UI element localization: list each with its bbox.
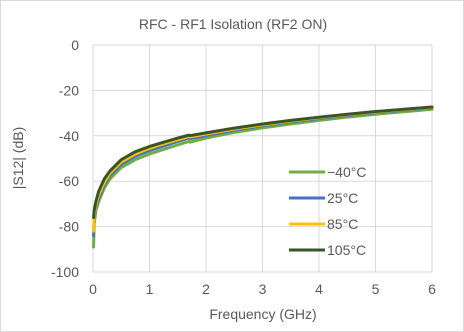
legend: −40°C 25°C 85°C 105°C [289,164,366,258]
y-axis-label: |S12| (dB) [10,127,26,190]
x-tick-label: 3 [259,281,267,297]
x-tick-label: 1 [146,281,154,297]
legend-label: −40°C [327,164,366,180]
x-tick-label: 4 [315,281,323,297]
x-tick-label: 5 [372,281,380,297]
x-tick-label: 6 [428,281,436,297]
axes: 0 -20 -40 -60 -80 -100 0 1 2 3 4 5 6 [51,37,436,297]
gridlines [93,45,432,272]
y-tick-label: -80 [59,219,79,235]
x-tick-label: 2 [202,281,210,297]
y-tick-label: -40 [59,128,79,144]
y-tick-label: -20 [59,82,79,98]
y-tick-label: -100 [51,264,79,280]
y-tick-label: 0 [71,37,79,53]
x-axis-label: Frequency (GHz) [209,306,316,322]
legend-label: 85°C [327,216,358,232]
x-tick-label: 0 [89,281,97,297]
legend-label: 105°C [327,242,366,258]
chart-title: RFC - RF1 Isolation (RF2 ON) [139,16,327,32]
legend-label: 25°C [327,190,358,206]
y-tick-label: -60 [59,173,79,189]
